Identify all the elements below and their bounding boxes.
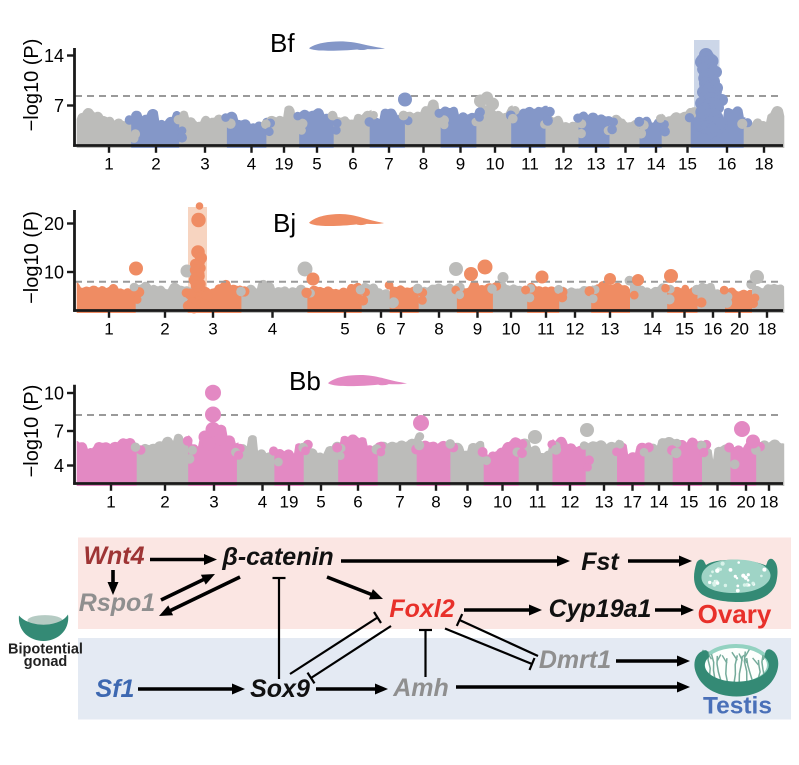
svg-text:3: 3 [208,320,217,339]
svg-text:9: 9 [473,320,482,339]
svg-text:16: 16 [708,493,727,512]
svg-text:10: 10 [502,320,521,339]
svg-text:−log10 (P): −log10 (P) [21,211,43,304]
svg-text:Foxl2: Foxl2 [389,595,454,623]
svg-text:Sox9: Sox9 [250,675,310,703]
svg-text:Bf: Bf [270,28,295,58]
svg-text:gonad: gonad [24,654,68,670]
svg-text:Cyp19a1: Cyp19a1 [549,595,652,623]
svg-text:16: 16 [718,155,737,174]
svg-text:Dmrt1: Dmrt1 [539,646,611,674]
svg-text:2: 2 [151,155,160,174]
svg-text:Bb: Bb [289,366,321,396]
svg-text:2: 2 [160,493,169,512]
svg-text:3: 3 [200,155,209,174]
svg-text:9: 9 [456,155,465,174]
svg-text:11: 11 [529,493,547,512]
svg-text:18: 18 [758,320,777,339]
svg-text:3: 3 [209,493,218,512]
svg-text:7: 7 [395,493,404,512]
svg-text:8: 8 [434,320,443,339]
svg-text:4: 4 [258,493,267,512]
svg-text:1: 1 [104,320,113,339]
svg-text:18: 18 [760,493,779,512]
svg-text:6: 6 [376,320,385,339]
svg-text:Testis: Testis [703,693,772,720]
svg-text:7: 7 [54,421,64,441]
svg-text:20: 20 [44,214,64,234]
svg-text:1: 1 [104,155,113,174]
svg-text:14: 14 [643,320,662,339]
svg-text:Sf1: Sf1 [96,675,135,703]
svg-text:14: 14 [650,493,669,512]
svg-text:15: 15 [678,155,697,174]
svg-text:−log10 (P): −log10 (P) [21,39,43,132]
svg-text:Amh: Amh [392,674,449,702]
svg-text:12: 12 [554,155,573,174]
svg-text:15: 15 [675,320,694,339]
svg-text:4: 4 [268,320,277,339]
svg-text:7: 7 [384,155,393,174]
svg-text:14: 14 [647,155,666,174]
svg-text:Ovary: Ovary [698,599,772,629]
svg-text:16: 16 [704,320,723,339]
svg-text:7: 7 [396,320,405,339]
svg-text:Bj: Bj [273,208,296,238]
svg-text:11: 11 [521,155,539,174]
svg-text:9: 9 [463,493,472,512]
svg-text:19: 19 [280,493,299,512]
svg-text:−log10 (P): −log10 (P) [21,385,43,478]
svg-text:19: 19 [275,155,294,174]
svg-text:6: 6 [348,155,357,174]
svg-text:12: 12 [561,493,580,512]
svg-text:8: 8 [419,155,428,174]
svg-text:10: 10 [44,383,64,403]
svg-text:12: 12 [566,320,585,339]
svg-text:7: 7 [54,96,64,116]
svg-text:13: 13 [595,493,614,512]
svg-text:β-catenin: β-catenin [221,543,333,571]
svg-text:4: 4 [54,456,64,476]
svg-text:14: 14 [44,46,64,66]
svg-text:17: 17 [623,493,642,512]
svg-text:20: 20 [737,493,756,512]
svg-text:8: 8 [431,493,440,512]
svg-text:Bipotential: Bipotential [8,642,83,658]
svg-text:15: 15 [680,493,699,512]
svg-text:10: 10 [486,155,505,174]
svg-text:11: 11 [537,320,555,339]
svg-text:4: 4 [247,155,256,174]
svg-text:10: 10 [493,493,512,512]
svg-text:5: 5 [312,155,321,174]
svg-text:2: 2 [160,320,169,339]
svg-text:5: 5 [316,493,325,512]
svg-text:1: 1 [106,493,115,512]
svg-text:10: 10 [44,262,64,282]
svg-text:5: 5 [340,320,349,339]
svg-text:13: 13 [601,320,620,339]
svg-text:Fst: Fst [581,548,620,576]
svg-text:6: 6 [353,493,362,512]
svg-text:Rspo1: Rspo1 [79,589,155,617]
svg-text:13: 13 [587,155,606,174]
svg-text:17: 17 [616,155,635,174]
svg-text:20: 20 [730,320,749,339]
svg-text:Wnt4: Wnt4 [83,542,144,570]
svg-text:18: 18 [755,155,774,174]
